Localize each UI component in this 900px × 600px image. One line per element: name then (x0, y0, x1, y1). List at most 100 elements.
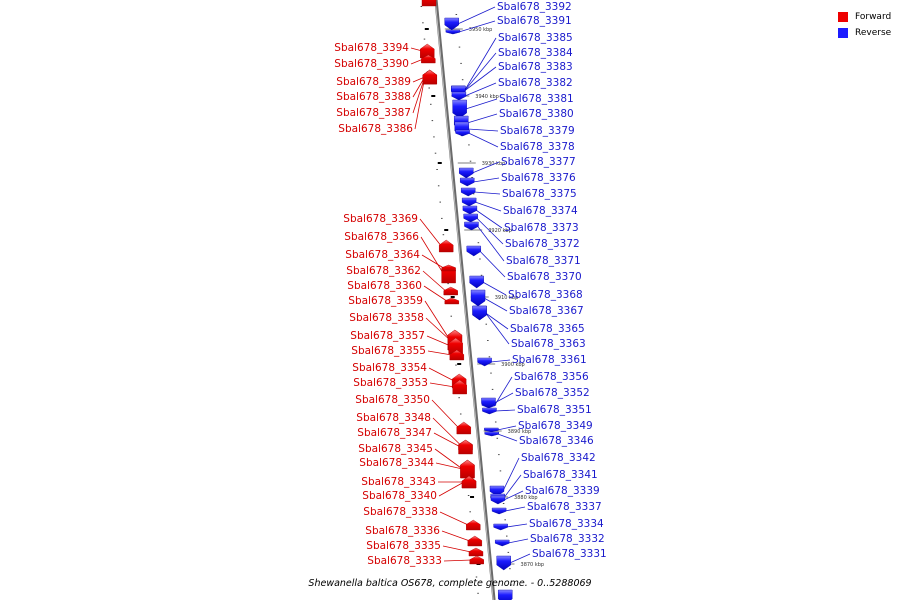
leader-line-Sbal678_3350 (431, 399, 460, 429)
gene-label-Sbal678_3342[interactable]: Sbal678_3342 (521, 452, 596, 464)
gene-label-Sbal678_3364[interactable]: Sbal678_3364 (345, 249, 420, 261)
gene-label-Sbal678_3338[interactable]: Sbal678_3338 (363, 506, 438, 518)
gene-label-Sbal678_3353[interactable]: Sbal678_3353 (353, 377, 428, 389)
leader-line-Sbal678_3381 (465, 98, 498, 110)
gene-label-Sbal678_3377[interactable]: Sbal678_3377 (501, 156, 576, 168)
gene-label-Sbal678_3394[interactable]: Sbal678_3394 (334, 42, 409, 54)
gene-label-Sbal678_3371[interactable]: Sbal678_3371 (506, 255, 581, 267)
gene-label-Sbal678_3341[interactable]: Sbal678_3341 (523, 469, 598, 481)
gene-label-Sbal678_3391[interactable]: Sbal678_3391 (497, 15, 572, 27)
gene-label-Sbal678_3382[interactable]: Sbal678_3382 (498, 77, 573, 89)
gene-label-Sbal678_3383[interactable]: Sbal678_3383 (498, 61, 573, 73)
gene-arrow-Sbal678_3370 (466, 245, 481, 257)
gene-label-Sbal678_3357[interactable]: Sbal678_3357 (350, 330, 425, 342)
gene-arrow-Sbal678_3336 (467, 535, 483, 547)
gene-label-Sbal678_3354[interactable]: Sbal678_3354 (352, 362, 427, 374)
leader-line-Sbal678_3373 (475, 209, 503, 229)
spacing-dot (498, 454, 500, 456)
gene-label-Sbal678_3367[interactable]: Sbal678_3367 (509, 305, 584, 317)
gene-arrow-Sbal678_3352 (481, 397, 496, 409)
gene-label-Sbal678_3333[interactable]: Sbal678_3333 (367, 555, 442, 567)
gene-label-Sbal678_3365[interactable]: Sbal678_3365 (510, 323, 585, 335)
leader-line-Sbal678_3354 (428, 367, 455, 382)
gene-label-Sbal678_3378[interactable]: Sbal678_3378 (500, 141, 575, 153)
gene-label-Sbal678_3380[interactable]: Sbal678_3380 (499, 108, 574, 120)
gene-label-Sbal678_3346[interactable]: Sbal678_3346 (519, 435, 594, 447)
legend-label-forward: Forward (855, 12, 892, 22)
gene-label-Sbal678_3381[interactable]: Sbal678_3381 (499, 93, 574, 105)
gene-arrow-Sbal678_3375 (460, 187, 476, 197)
leader-line-Sbal678_3366 (420, 236, 444, 275)
gene-label-Sbal678_3355[interactable]: Sbal678_3355 (351, 345, 426, 357)
spacing-dot (455, 364, 457, 366)
gene-label-Sbal678_3361[interactable]: Sbal678_3361 (512, 354, 587, 366)
gene-label-Sbal678_3349[interactable]: Sbal678_3349 (518, 420, 593, 432)
spacing-dot (423, 38, 426, 40)
gene-label-Sbal678_3340[interactable]: Sbal678_3340 (362, 490, 437, 502)
scale-tick-mark (444, 229, 449, 231)
gene-label-Sbal678_3345[interactable]: Sbal678_3345 (358, 443, 433, 455)
leader-line-Sbal678_3359 (424, 300, 451, 341)
gene-label-Sbal678_3376[interactable]: Sbal678_3376 (501, 172, 576, 184)
gene-label-Sbal678_3390[interactable]: Sbal678_3390 (334, 58, 409, 70)
legend-item-reverse[interactable]: Reverse (838, 25, 891, 41)
gene-label-Sbal678_3362[interactable]: Sbal678_3362 (346, 265, 421, 277)
gene-label-Sbal678_3334[interactable]: Sbal678_3334 (529, 518, 604, 530)
gene-label-Sbal678_3360[interactable]: Sbal678_3360 (347, 280, 422, 292)
gene-label-Sbal678_3386[interactable]: Sbal678_3386 (338, 123, 413, 135)
gene-label-Sbal678_3337[interactable]: Sbal678_3337 (527, 501, 602, 513)
gene-label-Sbal678_3358[interactable]: Sbal678_3358 (349, 312, 424, 324)
spacing-dot (420, 6, 423, 7)
gene-label-Sbal678_3352[interactable]: Sbal678_3352 (515, 387, 590, 399)
legend-item-forward[interactable]: Forward (838, 9, 891, 25)
gene-label-Sbal678_3339[interactable]: Sbal678_3339 (525, 485, 600, 497)
gene-label-Sbal678_3373[interactable]: Sbal678_3373 (504, 222, 579, 234)
spacing-dot (447, 283, 449, 285)
gene-label-Sbal678_3356[interactable]: Sbal678_3356 (514, 371, 589, 383)
gene-label-Sbal678_3344[interactable]: Sbal678_3344 (359, 457, 434, 469)
gene-label-Sbal678_3336[interactable]: Sbal678_3336 (365, 525, 440, 537)
leader-line-Sbal678_3335 (442, 545, 472, 553)
gene-arrow-Sbal678_3361 (477, 357, 492, 367)
gene-label-Sbal678_3389[interactable]: Sbal678_3389 (336, 76, 411, 88)
gene-label-Sbal678_3375[interactable]: Sbal678_3375 (502, 188, 577, 200)
leader-line-Sbal678_3369 (419, 218, 442, 247)
gene-arrow-Sbal678_3334 (493, 523, 508, 531)
leader-line-Sbal678_3380 (467, 113, 498, 124)
leader-line-Sbal678_3344 (435, 462, 463, 470)
spacing-dot (442, 234, 445, 236)
spacing-dot (494, 421, 497, 423)
gene-label-Sbal678_3379[interactable]: Sbal678_3379 (500, 125, 575, 137)
gene-arrow-Sbal678_3344 (460, 459, 475, 479)
gene-arrow-Sbal678_3362 (443, 286, 458, 296)
gene-label-Sbal678_3359[interactable]: Sbal678_3359 (348, 295, 423, 307)
gene-label-Sbal678_3348[interactable]: Sbal678_3348 (356, 412, 431, 424)
gene-label-Sbal678_3363[interactable]: Sbal678_3363 (511, 338, 586, 350)
spacing-dot (472, 193, 475, 195)
gene-label-Sbal678_3384[interactable]: Sbal678_3384 (498, 47, 573, 59)
gene-label-Sbal678_3372[interactable]: Sbal678_3372 (505, 238, 580, 250)
gene-label-Sbal678_3331[interactable]: Sbal678_3331 (532, 548, 607, 560)
gene-label-Sbal678_3370[interactable]: Sbal678_3370 (507, 271, 582, 283)
spacing-dot (479, 258, 481, 260)
leader-line-Sbal678_3376 (473, 177, 500, 183)
gene-arrow-Sbal678_3372 (463, 213, 478, 223)
gene-label-Sbal678_3350[interactable]: Sbal678_3350 (355, 394, 430, 406)
gene-label-Sbal678_3392[interactable]: Sbal678_3392 (497, 1, 572, 13)
gene-label-Sbal678_3388[interactable]: Sbal678_3388 (336, 91, 411, 103)
gene-label-Sbal678_3351[interactable]: Sbal678_3351 (517, 404, 592, 416)
gene-label-Sbal678_3385[interactable]: Sbal678_3385 (498, 32, 573, 44)
gene-label-Sbal678_3366[interactable]: Sbal678_3366 (344, 231, 419, 243)
gene-label-Sbal678_3347[interactable]: Sbal678_3347 (357, 427, 432, 439)
gene-label-Sbal678_3335[interactable]: Sbal678_3335 (366, 540, 441, 552)
gene-label-Sbal678_3374[interactable]: Sbal678_3374 (503, 205, 578, 217)
spacing-dot (439, 201, 441, 203)
gene-arrow-Sbal678_3347 (458, 439, 473, 455)
spacing-dot (455, 14, 458, 15)
gene-label-Sbal678_3343[interactable]: Sbal678_3343 (361, 476, 436, 488)
gene-label-Sbal678_3368[interactable]: Sbal678_3368 (508, 289, 583, 301)
gene-label-Sbal678_3332[interactable]: Sbal678_3332 (530, 533, 605, 545)
gene-label-Sbal678_3387[interactable]: Sbal678_3387 (336, 107, 411, 119)
gene-label-Sbal678_3369[interactable]: Sbal678_3369 (343, 213, 418, 225)
